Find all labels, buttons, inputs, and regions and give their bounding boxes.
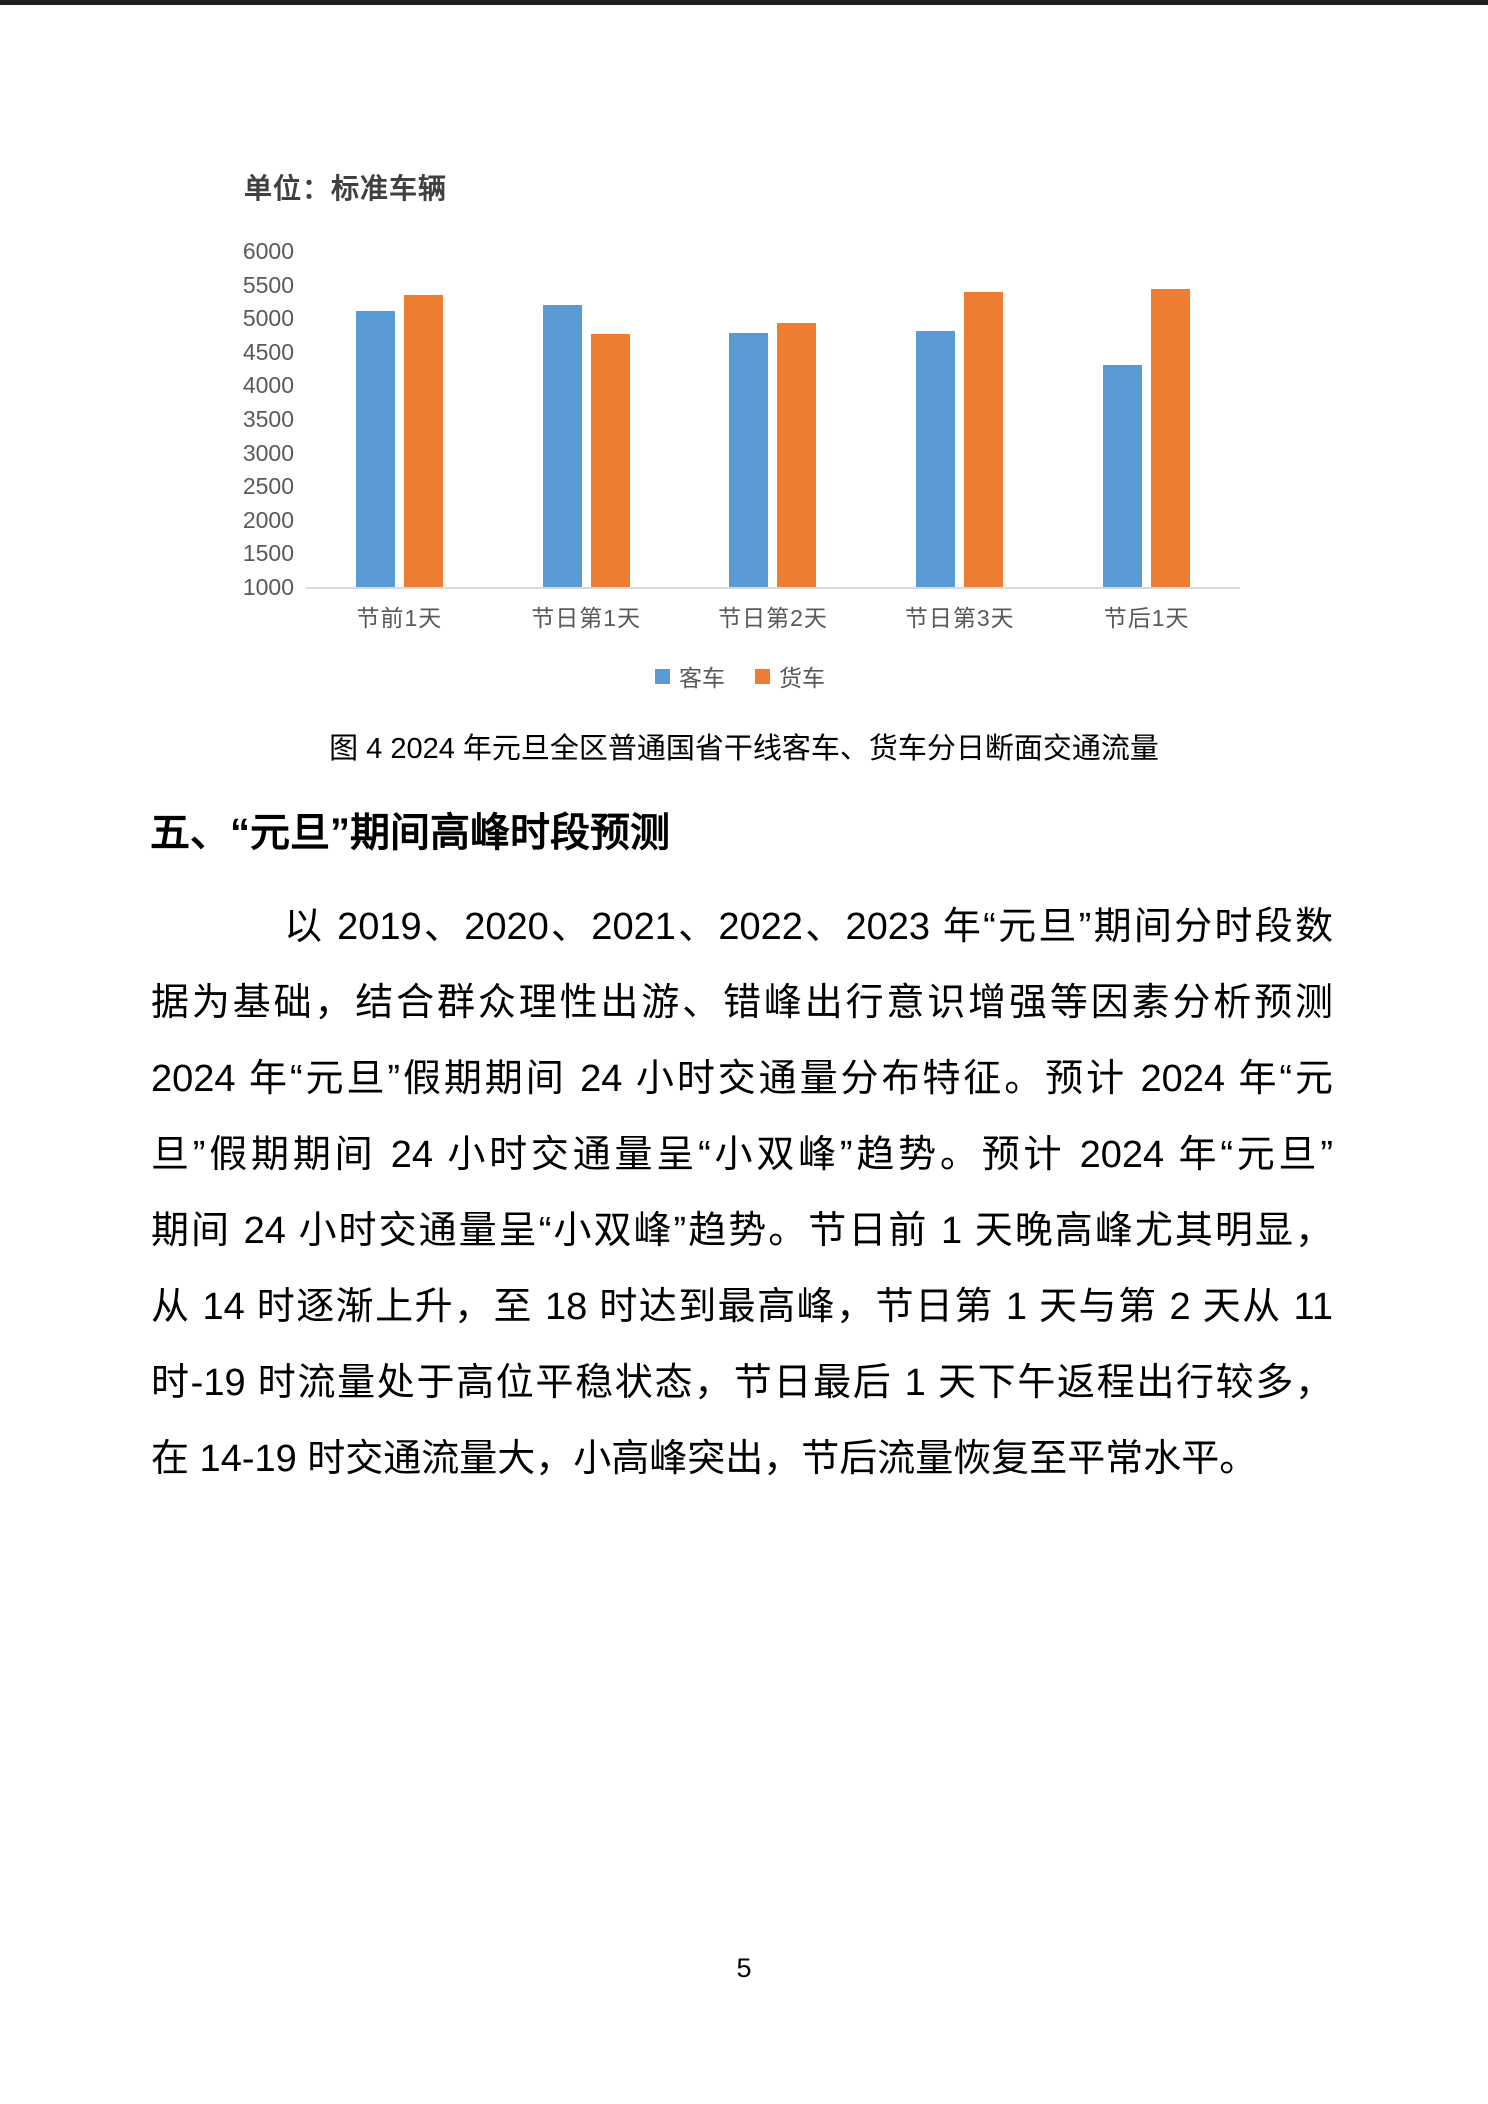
body-text-line: 从 14 时逐渐上升，至 18 时达到最高峰，节日第 1 天与第 2 天从 11 <box>151 1286 1333 1328</box>
bar-客车 <box>1103 364 1143 587</box>
x-tick-label: 节日第1天 <box>531 605 642 631</box>
x-tick-label: 节前1天 <box>356 605 443 631</box>
chart-plot-wrapper: 6000 5500 5000 4500 4000 3500 3000 2500 2000 1500… <box>240 238 1240 600</box>
body-text-line: 以 2019、2020、2021、2022、2023 年“元旦”期间分时段数 <box>284 906 1333 948</box>
plot-area <box>306 251 1240 589</box>
body-paragraph: 以 2019、2020、2021、2022、2023 年“元旦”期间分时段数据为… <box>151 889 1333 1497</box>
bar-客车 <box>355 311 395 587</box>
y-tick-label: 5500 <box>242 271 294 298</box>
section-heading: 五、“元旦”期间高峰时段预测 <box>150 811 670 855</box>
x-tick-label: 节日第2天 <box>718 605 828 631</box>
bar-group <box>916 292 1004 587</box>
chart-unit-title: 单位：标准车辆 <box>244 173 448 204</box>
bar-客车 <box>729 332 769 587</box>
y-tick-label: 2500 <box>242 473 294 500</box>
y-tick-label: 2000 <box>242 506 294 533</box>
legend-item: 货车 <box>755 659 825 693</box>
bar-货车 <box>964 292 1004 587</box>
legend-item: 客车 <box>655 659 725 693</box>
bar-客车 <box>916 330 956 587</box>
body-text-line: 2024 年“元旦”假期期间 24 小时交通量分布特征。预计 2024 年“元 <box>151 1058 1333 1100</box>
bar-group <box>542 304 630 587</box>
body-text-line: 在 14-19 时交通流量大，小高峰突出，节后流量恢复至平常水平。 <box>151 1438 1258 1480</box>
bar-group <box>355 294 443 587</box>
y-axis: 6000 5500 5000 4500 4000 3500 3000 2500 2000 1500… <box>240 238 306 600</box>
y-tick-label: 6000 <box>242 238 294 264</box>
legend-swatch-icon <box>755 668 770 684</box>
y-tick-label: 4500 <box>242 338 294 365</box>
x-tick-label: 节后1天 <box>1103 605 1190 631</box>
body-text-line: 期间 24 小时交通量呈“小双峰”趋势。节日前 1 天晚高峰尤其明显， <box>151 1210 1333 1252</box>
y-tick-label: 1000 <box>242 574 294 600</box>
bar-货车 <box>777 322 817 587</box>
body-text-line: 时-19 时流量处于高位平稳状态，节日最后 1 天下午返程出行较多， <box>151 1362 1333 1404</box>
y-tick-label: 5000 <box>242 305 294 332</box>
y-tick-label: 4000 <box>242 372 294 399</box>
bar-货车 <box>1151 288 1191 587</box>
body-text-line: 据为基础，结合群众理性出游、错峰出行意识增强等因素分析预测 <box>151 982 1333 1024</box>
chart-legend: 客车 货车 <box>240 659 1240 693</box>
bar-货车 <box>403 294 443 587</box>
bar-货车 <box>590 334 630 587</box>
legend-label: 客车 <box>679 665 725 691</box>
y-tick-label: 3000 <box>242 439 294 466</box>
x-tick-label: 节日第3天 <box>904 605 1015 631</box>
bar-group <box>1103 288 1191 587</box>
y-tick-label: 1500 <box>242 540 294 567</box>
legend-swatch-icon <box>655 668 670 684</box>
bar-group <box>729 322 817 587</box>
page-number: 5 <box>736 1953 752 1983</box>
y-tick-label: 3500 <box>242 406 294 432</box>
body-text-line: 旦”假期期间 24 小时交通量呈“小双峰”趋势。预计 2024 年“元旦” <box>151 1134 1333 1176</box>
figure-caption: 图 4 2024 年元旦全区普通国省干线客车、货车分日断面交通流量 <box>329 733 1159 765</box>
x-axis-labels: 节前1天 节日第1天 节日第2天 节日第3天 节后1天 <box>306 589 1240 633</box>
bar-客车 <box>542 304 582 587</box>
traffic-bar-chart: 单位：标准车辆 6000 5500 5000 4500 4000 3500 3000 2500… <box>240 173 1240 693</box>
legend-label: 货车 <box>779 665 825 691</box>
